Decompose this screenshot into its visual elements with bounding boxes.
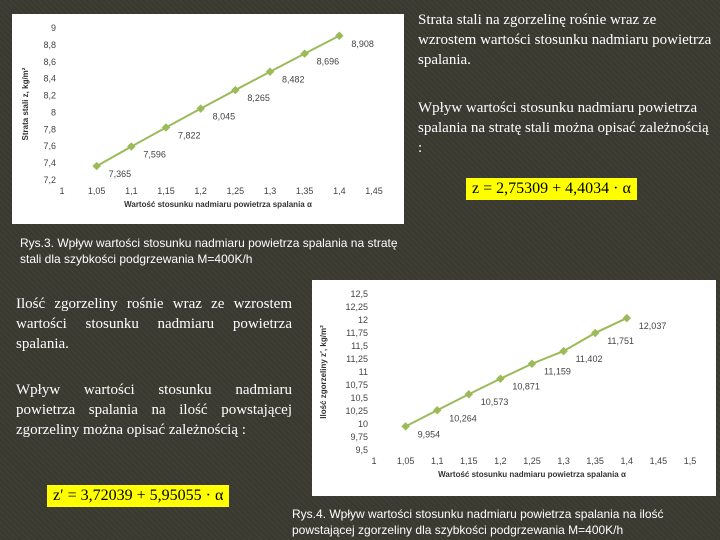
chart-steel-loss-svg: 7,2 7,4 7,6 7,8 8 8,2 8,4 8,6 8,8 9 1 1,05 1,1 1,15 1,…	[21, 23, 383, 209]
y-tick-label: 8,4	[43, 74, 56, 84]
y-tick-label: 11,5	[351, 341, 368, 351]
equation-scale: z′ = 3,72039 + 5,95055 · α	[47, 485, 230, 507]
y-tick-label: 12,25	[345, 302, 368, 312]
data-point	[196, 104, 205, 113]
data-point	[401, 422, 410, 431]
x-tick-label: 1,45	[365, 186, 383, 196]
data-label: 10,264	[449, 413, 477, 423]
data-point	[335, 31, 344, 41]
y-tick-label: 9	[51, 23, 56, 33]
y-tick-label: 9,75	[350, 432, 368, 442]
y-axis-title: Ilość zgorzeliny z′, kg/m²	[319, 325, 328, 419]
data-label: 8,045	[213, 112, 236, 122]
y-tick-label: 10,5	[350, 393, 368, 403]
data-point	[432, 406, 442, 415]
data-point	[161, 123, 171, 132]
x-tick-label: 1,05	[88, 186, 106, 196]
x-tick-label: 1	[371, 456, 376, 466]
y-tick-label: 12,5	[350, 289, 368, 299]
x-tick-label: 1,4	[333, 186, 346, 196]
data-label: 8,908	[351, 39, 374, 49]
data-point	[92, 161, 101, 171]
data-point	[527, 359, 537, 368]
y-tick-label: 9,5	[355, 445, 368, 455]
x-tick-label: 1,1	[125, 186, 138, 196]
caption-figure-3: Rys.3. Wpływ wartości stosunku nadmiaru …	[20, 236, 398, 266]
x-tick-label: 1,4	[621, 456, 634, 466]
data-label: 11,402	[576, 354, 603, 364]
x-tick-label: 1,5	[684, 456, 697, 466]
data-label: 8,265	[247, 93, 270, 103]
data-point	[590, 328, 600, 338]
data-label: 8,482	[282, 75, 305, 85]
chart-scale-amount: 9,5 9,75 10 10,25 10,5 10,75 11 11,25 11,5 11,75 1…	[312, 280, 716, 496]
x-axis-title: Wartość stosunku nadmiaru powietrza spal…	[438, 470, 626, 479]
data-point	[496, 374, 505, 383]
x-tick-label: 1,35	[586, 456, 604, 466]
y-tick-label: 7,6	[43, 141, 56, 151]
series-line	[405, 317, 628, 428]
x-tick-label: 1,3	[557, 456, 570, 466]
data-label: 11,751	[607, 336, 634, 346]
y-tick-label: 8,8	[43, 40, 56, 50]
data-label: 11,159	[544, 367, 571, 377]
chart-scale-amount-svg: 9,59,751010,2510,510,751111,2511,511,751…	[319, 289, 697, 479]
data-point	[300, 49, 309, 58]
data-point	[231, 85, 240, 95]
data-label: 10,573	[481, 397, 509, 407]
text-scale-relation: Wpływ wartości stosunku nadmiaru powietr…	[16, 382, 292, 438]
data-point	[265, 67, 275, 76]
x-tick-label: 1,2	[494, 456, 507, 466]
x-tick-label: 1	[59, 186, 64, 196]
text-steel-loss-relation: Wpływ wartości stosunku nadmiaru powietr…	[418, 100, 709, 156]
y-tick-label: 11,25	[346, 354, 368, 364]
data-label: 7,365	[109, 169, 132, 179]
equation-steel-loss: z = 2,75309 + 4,4034 · α	[466, 178, 637, 200]
y-tick-label: 11	[359, 367, 368, 377]
data-point	[559, 346, 568, 356]
y-tick-label: 7,2	[43, 175, 56, 185]
chart-steel-loss: 7,2 7,4 7,6 7,8 8 8,2 8,4 8,6 8,8 9 1 1,05 1,1 1,15 1,…	[12, 14, 404, 224]
y-tick-label: 10,25	[345, 406, 368, 416]
data-label: 10,871	[512, 382, 540, 392]
caption-figure-4: Rys.4. Wpływ wartości stosunku nadmiaru …	[292, 507, 664, 537]
x-tick-label: 1,15	[157, 186, 175, 196]
y-tick-label: 10,75	[345, 380, 368, 390]
x-tick-label: 1,25	[227, 186, 245, 196]
x-tick-label: 1,45	[650, 456, 668, 466]
y-tick-label: 10	[358, 419, 368, 429]
x-tick-label: 1,3	[264, 186, 277, 196]
y-tick-label: 7,8	[43, 124, 56, 134]
x-tick-label: 1,15	[460, 456, 478, 466]
x-tick-label: 1,05	[397, 456, 415, 466]
series-line	[96, 34, 340, 167]
text-scale-increase: Ilość zgorzeliny rośnie wraz ze wzrostem…	[16, 296, 292, 352]
y-tick-label: 8,6	[43, 57, 56, 67]
data-point	[622, 313, 632, 323]
y-tick-label: 11,75	[346, 328, 368, 338]
data-label: 9,954	[418, 429, 441, 439]
data-label: 12,037	[639, 321, 667, 331]
data-label: 7,596	[143, 150, 166, 160]
text-steel-loss-increase: Strata stali na zgorzelinę rośnie wraz z…	[418, 12, 712, 68]
y-tick-label: 8	[51, 107, 56, 117]
x-tick-label: 1,2	[194, 186, 207, 196]
y-tick-label: 7,4	[43, 158, 56, 168]
x-tick-label: 1,35	[296, 186, 314, 196]
y-axis-title: Strata stali z, kg/m²	[21, 67, 30, 140]
data-label: 8,696	[317, 57, 340, 67]
x-tick-label: 1,25	[523, 456, 541, 466]
y-tick-label: 12	[358, 315, 368, 325]
data-point	[127, 142, 136, 151]
y-tick-label: 8,2	[43, 91, 56, 101]
x-tick-label: 1,1	[431, 456, 444, 466]
x-axis-title: Wartość stosunku nadmiaru powietrza spal…	[124, 200, 312, 209]
data-point	[464, 389, 474, 399]
data-label: 7,822	[178, 130, 201, 140]
